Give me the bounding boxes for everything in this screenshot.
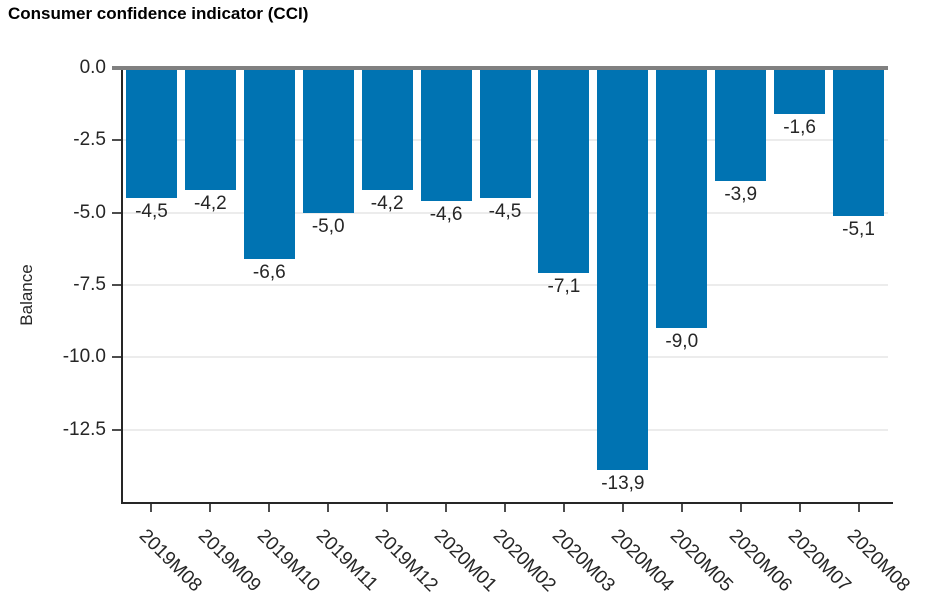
bar [715,68,767,181]
x-tick-label: 2019M12 [370,525,442,597]
x-tick-label: 2019M09 [194,525,266,597]
chart-title: Consumer confidence indicator (CCI) [8,4,309,23]
x-tick [268,504,271,512]
bar-value-label: -4,5 [135,201,168,223]
zero-line [112,66,888,70]
x-tick [504,504,506,512]
bar [833,68,885,216]
bar [125,68,177,199]
x-tick-label: 2020M05 [665,525,737,597]
x-tick [857,504,860,512]
bar-value-label: -4,5 [488,201,522,223]
y-tick [112,356,122,359]
y-tick [112,211,122,214]
x-tick [621,504,624,512]
x-tick [327,504,330,512]
y-tick-label: -12.5 [62,418,106,440]
gridline [122,356,888,359]
x-tick-label: 2020M03 [547,525,619,597]
bar-value-label: -1,6 [783,117,816,139]
bar-value-label: -5,1 [842,218,875,240]
y-tick [112,428,122,431]
x-tick [798,504,801,512]
bar-value-label: -13,9 [601,473,645,495]
bar-value-label: -7,1 [547,276,581,298]
x-tick-label: 2019M10 [253,525,325,597]
bar [597,68,649,471]
bar [420,68,472,202]
y-tick-label: -7.5 [73,274,106,295]
y-tick [112,139,122,142]
bar-value-label: -4,2 [194,192,227,214]
bar-value-label: -6,6 [252,261,286,283]
bar [361,68,413,190]
x-tick [150,504,153,512]
bar-value-label: -4,2 [370,192,404,214]
x-tick [680,504,683,512]
x-tick-label: 2020M08 [842,525,914,597]
bar-value-label: -4,6 [429,204,463,226]
x-tick [209,504,212,512]
x-tick [562,504,565,512]
x-axis-line [121,502,893,504]
x-tick-label: 2020M02 [488,525,560,597]
x-tick [445,504,448,512]
bar [302,68,354,213]
x-tick [386,504,389,512]
y-tick-label: -5.0 [73,201,106,223]
bar [479,68,531,199]
bar-value-label: -3,9 [724,183,758,205]
gridline [122,284,888,286]
x-tick-label: 2020M01 [429,525,501,597]
gridline [122,428,888,431]
y-tick-label: -10.0 [62,346,106,368]
bar-value-label: -9,0 [665,331,699,353]
bar [243,68,295,259]
y-tick [112,284,122,286]
bar [656,68,708,329]
y-axis-line [121,68,123,504]
x-tick-label: 2019M08 [135,525,207,597]
y-tick-label: -2.5 [73,129,106,151]
gridline [122,211,888,214]
bar-value-label: -5,0 [311,215,345,237]
x-tick-label: 2020M04 [606,525,678,597]
x-tick [739,504,742,512]
bar [184,68,236,190]
x-tick-label: 2019M11 [312,525,382,596]
x-tick-label: 2020M06 [724,525,796,597]
x-tick-label: 2020M07 [783,525,855,597]
bar [774,68,826,115]
bar [538,68,590,274]
y-tick-label: 0.0 [79,57,106,78]
